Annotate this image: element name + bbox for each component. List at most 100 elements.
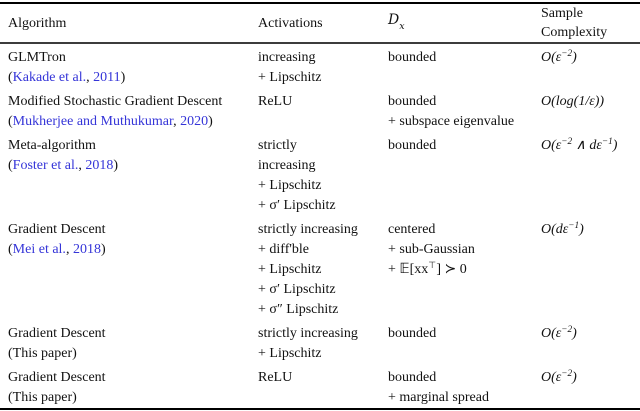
- sample-complexity-cell: O(ε−2): [541, 48, 636, 88]
- algorithm-name: Gradient Descent: [8, 369, 106, 385]
- sample-complexity-value: O(log(1/ε)): [541, 93, 605, 109]
- table-header: Algorithm Activations Dx Sample Complexi…: [0, 4, 640, 42]
- table-row: Gradient Descent (This paper) strictly inc…: [0, 320, 640, 364]
- citation-text: ,: [78, 157, 86, 173]
- distribution-line: + subspace eigenvalue: [388, 113, 515, 129]
- activations-cell: increasing + Lipschitz: [258, 48, 388, 88]
- citation-text: (: [8, 69, 13, 85]
- citation: (Mei et al., 2018): [8, 240, 258, 260]
- distribution-line: + marginal spread: [388, 389, 489, 405]
- citation-link[interactable]: 2018: [72, 241, 101, 257]
- distribution-line: bounded: [388, 369, 437, 385]
- citation-text: ): [113, 157, 119, 173]
- activation-line: + Lipschitz: [258, 345, 322, 361]
- citation: (Kakade et al., 2011): [8, 68, 258, 88]
- distribution-symbol: Dx: [388, 12, 405, 33]
- sample-complexity-cell: O(ε−2): [541, 324, 636, 364]
- citation-text: ): [208, 113, 213, 129]
- activations-cell: strictly increasing + Lipschitz + σ′ Lipsch…: [258, 136, 388, 216]
- sample-complexity-value: O(ε−2): [541, 324, 577, 341]
- algorithm-cell: Gradient Descent (This paper): [8, 324, 258, 364]
- sample-complexity-cell: O(ε−2 ∧ dε−1): [541, 136, 636, 216]
- distribution-line: bounded: [388, 49, 437, 65]
- citation-text: (This paper): [8, 345, 77, 361]
- citation: (This paper): [8, 388, 258, 408]
- algorithm-name: GLMTron: [8, 49, 66, 65]
- distribution-line: centered: [388, 221, 436, 237]
- activations-cell: strictly increasing + diff'ble + Lipschitz…: [258, 220, 388, 320]
- header-rule: [0, 42, 640, 44]
- activation-line: + diff'ble: [258, 241, 309, 257]
- distribution-cell: bounded: [388, 136, 541, 216]
- table-row: Meta-algorithm (Foster et al., 2018) stric…: [0, 132, 640, 216]
- distribution-cell: bounded + marginal spread: [388, 368, 541, 408]
- citation: (Mukherjee and Muthukumar, 2020): [8, 112, 258, 132]
- citation-text: ): [120, 69, 126, 85]
- sample-complexity-cell: O(dε−1): [541, 220, 636, 320]
- algorithm-cell: Gradient Descent (Mei et al., 2018): [8, 220, 258, 320]
- activation-line: + Lipschitz: [258, 261, 322, 277]
- distribution-cell: bounded: [388, 324, 541, 364]
- citation-text: (: [8, 157, 13, 173]
- activation-line: strictly increasing: [258, 221, 358, 237]
- column-header-distribution: Dx: [388, 11, 541, 35]
- sample-complexity-value: O(ε−2 ∧ dε−1): [541, 136, 618, 153]
- column-header-algorithm: Algorithm: [8, 15, 67, 31]
- algorithm-name: Gradient Descent: [8, 325, 106, 341]
- distribution-line: bounded: [388, 137, 437, 153]
- distribution-cell: centered + sub-Gaussian + 𝔼[xx⊤] ≻ 0: [388, 220, 541, 320]
- activation-line: increasing: [258, 49, 316, 65]
- activation-line: + Lipschitz: [258, 69, 322, 85]
- citation-link[interactable]: Mei et al.: [12, 241, 66, 257]
- top-rule: [0, 2, 640, 4]
- citation-text: ,: [65, 241, 73, 257]
- sample-complexity-value: O(ε−2): [541, 48, 577, 65]
- citation-text: (: [8, 113, 13, 129]
- column-header-activations: Activations: [258, 15, 323, 31]
- distribution-line: + sub-Gaussian: [388, 241, 475, 257]
- distribution-line: bounded: [388, 93, 437, 109]
- activation-line: + Lipschitz: [258, 177, 322, 193]
- citation: (Foster et al., 2018): [8, 156, 258, 176]
- sample-complexity-cell: O(log(1/ε)): [541, 92, 636, 132]
- citation-text: ,: [173, 113, 181, 129]
- citation-text: (This paper): [8, 389, 77, 405]
- sample-complexity-cell: O(ε−2): [541, 368, 636, 408]
- table-row: Gradient Descent (This paper) ReLU bounded +…: [0, 364, 640, 408]
- citation-text: ,: [86, 69, 94, 85]
- table-row: Gradient Descent (Mei et al., 2018) strict…: [0, 216, 640, 320]
- algorithm-cell: Meta-algorithm (Foster et al., 2018): [8, 136, 258, 216]
- citation-link[interactable]: Mukherjee and Muthukumar: [12, 113, 174, 129]
- sample-header-line2: Complexity: [541, 25, 608, 40]
- activation-line: ReLU: [258, 369, 293, 385]
- activations-cell: ReLU: [258, 92, 388, 132]
- citation-link[interactable]: 2018: [85, 157, 114, 173]
- sample-complexity-value: O(ε−2): [541, 368, 577, 385]
- activation-line: + σ″ Lipschitz: [258, 301, 339, 317]
- algorithm-name: Meta-algorithm: [8, 137, 96, 153]
- algorithm-cell: Gradient Descent (This paper): [8, 368, 258, 408]
- activation-line: strictly: [258, 137, 297, 153]
- activation-line: + σ′ Lipschitz: [258, 281, 336, 297]
- table-row: Modified Stochastic Gradient Descent (Muk…: [0, 88, 640, 132]
- table-body: GLMTron (Kakade et al., 2011) increasing + …: [0, 44, 640, 408]
- algorithm-name: Modified Stochastic Gradient Descent: [8, 93, 223, 109]
- citation-link[interactable]: 2020: [180, 113, 209, 129]
- citation-text: (: [8, 241, 13, 257]
- activation-line: strictly increasing: [258, 325, 358, 341]
- citation-link[interactable]: Foster et al.: [12, 157, 79, 173]
- activation-line: increasing: [258, 157, 316, 173]
- distribution-line: + 𝔼[xx⊤] ≻ 0: [388, 260, 467, 277]
- distribution-cell: bounded + subspace eigenvalue: [388, 92, 541, 132]
- table-row: GLMTron (Kakade et al., 2011) increasing + …: [0, 44, 640, 88]
- sample-header-line1: Sample: [541, 6, 583, 21]
- citation: (This paper): [8, 344, 258, 364]
- citation-link[interactable]: Kakade et al.: [12, 69, 87, 85]
- citation-link[interactable]: 2011: [93, 69, 121, 85]
- activations-cell: strictly increasing + Lipschitz: [258, 324, 388, 364]
- distribution-line: bounded: [388, 325, 437, 341]
- sample-complexity-value: O(dε−1): [541, 220, 584, 237]
- algorithm-name: Gradient Descent: [8, 221, 106, 237]
- citation-text: ): [100, 241, 106, 257]
